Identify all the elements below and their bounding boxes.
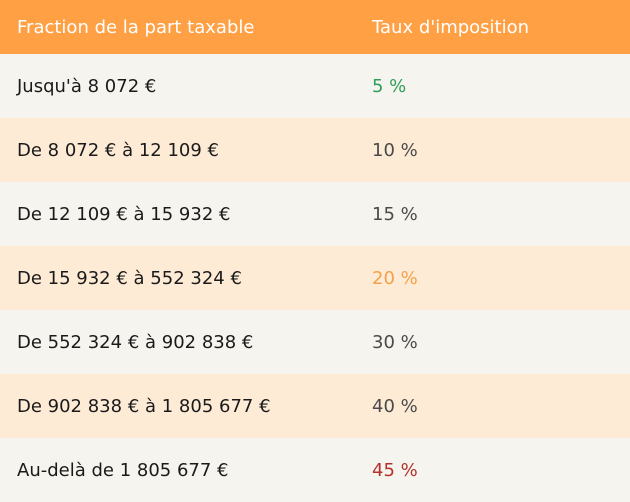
tax-rate: 45 % <box>372 459 418 481</box>
tax-rate: 10 % <box>372 139 418 161</box>
tax-rate: 40 % <box>372 395 418 417</box>
table-row: De 12 109 € à 15 932 € 15 % <box>0 182 630 246</box>
tax-rate: 15 % <box>372 203 418 225</box>
header-cell: Taux d'imposition <box>372 16 530 38</box>
bracket-range: Jusqu'à 8 072 € <box>17 75 157 97</box>
bracket-range: De 12 109 € à 15 932 € <box>17 203 231 225</box>
table-row: Au-delà de 1 805 677 € 45 % <box>0 438 630 502</box>
table-row: De 902 838 € à 1 805 677 € 40 % <box>0 374 630 438</box>
table-row: De 8 072 € à 12 109 € 10 % <box>0 118 630 182</box>
tax-rate: 30 % <box>372 331 418 353</box>
bracket-range: De 552 324 € à 902 838 € <box>17 331 254 353</box>
tax-rate: 20 % <box>372 267 418 289</box>
table-row: Jusqu'à 8 072 € 5 % <box>0 54 630 118</box>
table-header: Fraction de la part taxable Taux d'impos… <box>0 0 630 54</box>
table-row: De 15 932 € à 552 324 € 20 % <box>0 246 630 310</box>
bracket-range: De 15 932 € à 552 324 € <box>17 267 242 289</box>
table-row: De 552 324 € à 902 838 € 30 % <box>0 310 630 374</box>
bracket-range: De 8 072 € à 12 109 € <box>17 139 219 161</box>
tax-rate: 5 % <box>372 75 407 97</box>
bracket-range: De 902 838 € à 1 805 677 € <box>17 395 271 417</box>
bracket-range: Au-delà de 1 805 677 € <box>17 459 229 481</box>
header-cell: Fraction de la part taxable <box>17 16 255 38</box>
